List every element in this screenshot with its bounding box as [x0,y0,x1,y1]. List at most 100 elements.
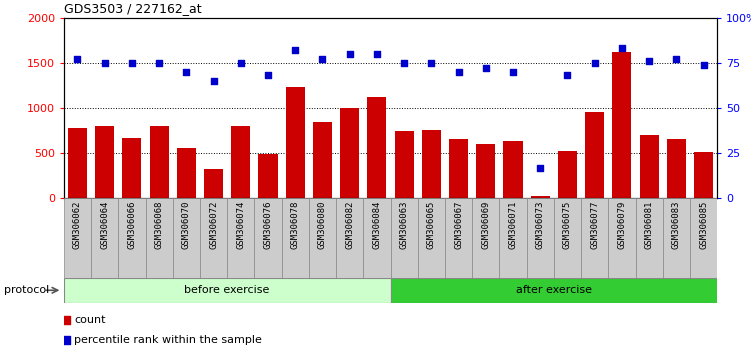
Bar [662,198,690,278]
Point [71,56,83,62]
Bar [313,122,332,198]
Point [235,60,247,66]
Text: GSM306062: GSM306062 [73,201,82,249]
Text: GSM306069: GSM306069 [481,201,490,249]
Bar [394,131,414,198]
Text: protocol: protocol [4,285,49,295]
Text: GSM306079: GSM306079 [617,201,626,249]
Bar [231,126,250,198]
Point [289,47,301,53]
Bar [173,198,200,278]
Bar [445,198,472,278]
Text: GSM306078: GSM306078 [291,201,300,249]
Bar [612,52,632,198]
Bar [391,278,717,303]
Text: GSM306075: GSM306075 [563,201,572,249]
Text: GSM306072: GSM306072 [209,201,218,249]
Text: GSM306074: GSM306074 [237,201,246,249]
Bar [200,198,227,278]
Bar [363,198,391,278]
Point [180,69,192,75]
Bar [367,97,387,198]
Bar [391,198,418,278]
Point [398,60,410,66]
Text: GSM306085: GSM306085 [699,201,708,249]
Text: GSM306080: GSM306080 [318,201,327,249]
Bar [554,198,581,278]
Text: GSM306068: GSM306068 [155,201,164,249]
Text: GSM306071: GSM306071 [508,201,517,249]
Point [262,73,274,78]
Text: GSM306073: GSM306073 [535,201,544,249]
Point [507,69,519,75]
Text: GSM306064: GSM306064 [100,201,109,249]
Point [616,46,628,51]
Text: GSM306081: GSM306081 [644,201,653,249]
Point [153,60,165,66]
Point [371,51,383,57]
Bar [176,148,196,198]
Text: GSM306082: GSM306082 [345,201,354,249]
Bar [258,154,278,198]
Bar [472,198,499,278]
Text: GSM306077: GSM306077 [590,201,599,249]
Bar [608,198,635,278]
Point [480,65,492,71]
Point [207,78,219,84]
Point [425,60,437,66]
Bar [476,144,496,198]
Bar [690,198,717,278]
Bar [499,198,526,278]
Bar [204,169,223,198]
Bar [282,198,309,278]
Bar [422,130,441,198]
Text: before exercise: before exercise [185,285,270,295]
Point [562,73,574,78]
Bar [531,196,550,198]
Point [589,60,601,66]
Point [98,60,110,66]
Bar [122,138,141,198]
Bar [558,151,577,198]
Bar [526,198,554,278]
Point [126,60,138,66]
Bar [667,139,686,198]
Text: GDS3503 / 227162_at: GDS3503 / 227162_at [64,2,201,15]
Bar [449,139,468,198]
Bar [581,198,608,278]
Bar [309,198,336,278]
Text: GSM306063: GSM306063 [400,201,409,249]
Bar [149,126,169,198]
Text: GSM306076: GSM306076 [264,201,273,249]
Text: GSM306065: GSM306065 [427,201,436,249]
Text: count: count [74,315,106,325]
Bar [68,128,87,198]
Bar [503,141,523,198]
Bar [64,198,91,278]
Bar [340,108,359,198]
Bar [95,126,114,198]
Point [643,58,655,64]
Bar [585,112,605,198]
Bar [336,198,363,278]
Bar [91,198,119,278]
Text: GSM306084: GSM306084 [372,201,382,249]
Bar [635,198,662,278]
Bar [64,278,391,303]
Point [344,51,356,57]
Text: GSM306066: GSM306066 [128,201,137,249]
Bar [255,198,282,278]
Point [316,56,328,62]
Point [698,62,710,68]
Text: after exercise: after exercise [516,285,592,295]
Point [60,337,72,343]
Point [534,165,546,170]
Text: percentile rank within the sample: percentile rank within the sample [74,335,262,345]
Bar [227,198,255,278]
Text: GSM306070: GSM306070 [182,201,191,249]
Text: GSM306067: GSM306067 [454,201,463,249]
Bar [119,198,146,278]
Point [453,69,465,75]
Text: GSM306083: GSM306083 [672,201,681,249]
Bar [640,135,659,198]
